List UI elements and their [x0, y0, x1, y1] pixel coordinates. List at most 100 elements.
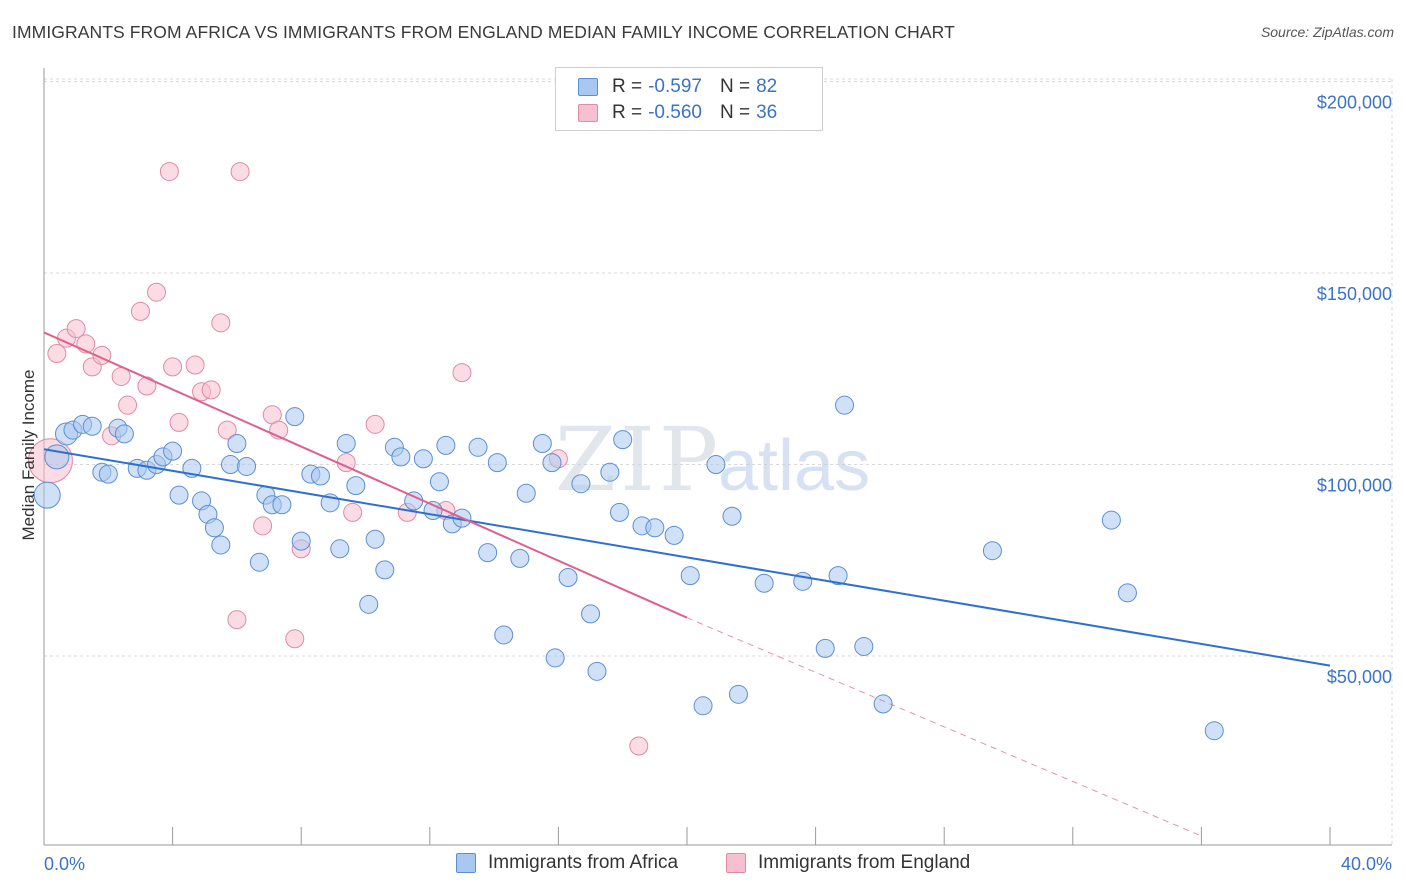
africa-point	[227, 433, 247, 453]
legend-n-label: N =	[719, 102, 751, 123]
england-point	[118, 395, 138, 415]
africa-point	[728, 684, 748, 704]
source-label: Source: ZipAtlas.com	[1260, 24, 1394, 40]
legend-row-england: R = -0.560 N = 36	[578, 101, 777, 125]
england-point	[201, 380, 221, 400]
england-point	[130, 301, 150, 321]
legend-n-value: 82	[756, 76, 778, 97]
africa-point	[545, 648, 565, 668]
africa-point	[163, 441, 183, 461]
africa-point	[1117, 583, 1137, 603]
legend-swatch-england	[578, 104, 598, 122]
africa-point	[436, 435, 456, 455]
legend-item-england[interactable]: Immigrants from England	[726, 852, 970, 874]
legend-swatch-africa	[456, 853, 476, 873]
y-tick-label: $200,000	[1317, 93, 1392, 113]
england-point	[211, 313, 231, 333]
england-point	[169, 412, 189, 432]
trend-lines	[43, 331, 1331, 837]
chart-title: IMMIGRANTS FROM AFRICA VS IMMIGRANTS FRO…	[12, 22, 955, 42]
africa-point	[645, 518, 665, 538]
africa-point	[835, 395, 855, 415]
africa-point	[815, 638, 835, 658]
legend-n-label: N =	[719, 76, 751, 97]
africa-point	[571, 474, 591, 494]
england-point	[217, 420, 237, 440]
africa-point	[413, 449, 433, 469]
africa-point	[468, 437, 488, 457]
africa-point	[510, 548, 530, 568]
africa-point	[375, 560, 395, 580]
africa-point	[359, 594, 379, 614]
africa-point	[587, 661, 607, 681]
england-trend-extension	[686, 617, 1202, 837]
england-point	[452, 363, 472, 383]
africa-point	[664, 525, 684, 545]
africa-point	[581, 604, 601, 624]
africa-point	[558, 568, 578, 588]
africa-point	[310, 466, 330, 486]
england-point	[343, 502, 363, 522]
england-point	[227, 610, 247, 630]
legend-r-label: R =	[612, 102, 643, 123]
x-tick-label: 0.0%	[44, 854, 85, 874]
legend-swatch-england	[726, 853, 746, 873]
africa-point	[272, 495, 292, 515]
africa-point	[1101, 510, 1121, 530]
y-tick-label: $50,000	[1327, 667, 1392, 687]
africa-point	[532, 433, 552, 453]
england-point	[47, 343, 67, 363]
africa-point	[706, 455, 726, 475]
africa-point	[346, 476, 366, 496]
y-axis-title: Median Family Income	[19, 369, 38, 540]
africa-point	[98, 464, 118, 484]
legend-swatch-africa	[578, 78, 598, 96]
africa-point	[220, 455, 240, 475]
africa-trend-line	[43, 448, 1331, 667]
africa-point	[680, 566, 700, 586]
africa-point	[873, 694, 893, 714]
england-point	[137, 376, 157, 396]
england-point	[66, 319, 86, 339]
africa-point	[336, 433, 356, 453]
africa-point	[1204, 721, 1224, 741]
africa-point	[613, 430, 633, 450]
legend-r-label: R =	[612, 76, 643, 97]
africa-point	[365, 529, 385, 549]
x-tick-label: 40.0%	[1341, 854, 1392, 874]
africa-point	[330, 539, 350, 559]
legend-r-value: -0.597	[648, 76, 702, 97]
england-point	[163, 357, 183, 377]
gridlines	[44, 78, 1393, 845]
england-point	[285, 629, 305, 649]
africa-point	[33, 481, 61, 509]
legend-row-africa: R = -0.597 N = 82	[578, 75, 777, 99]
watermark-atlas: atlas	[718, 426, 870, 506]
england-point	[185, 355, 205, 375]
series-legend: Immigrants from Africa Immigrants from E…	[0, 852, 1406, 878]
legend-n-value: 36	[756, 102, 778, 123]
watermark-zip: ZIP	[555, 408, 722, 511]
africa-point	[82, 416, 102, 436]
y-tick-label: $150,000	[1317, 284, 1392, 304]
tick-labels: $50,000 $100,000 $150,000 $200,000 0.0% 40.0%	[44, 93, 1392, 874]
africa-point	[478, 543, 498, 563]
africa-point	[494, 625, 514, 645]
legend-item-africa[interactable]: Immigrants from Africa	[456, 852, 678, 874]
africa-point	[487, 453, 507, 473]
england-trend-line	[43, 331, 688, 619]
africa-point	[44, 444, 70, 470]
africa-point	[754, 573, 774, 593]
legend-r-value: -0.560	[648, 102, 702, 123]
england-point	[147, 282, 167, 302]
africa-point	[600, 462, 620, 482]
england-point	[230, 162, 250, 182]
legend-label-england: Immigrants from England	[758, 852, 971, 873]
england-point	[365, 414, 385, 434]
watermark: ZIP atlas	[555, 408, 870, 511]
africa-point	[211, 535, 231, 555]
england-point	[159, 162, 179, 182]
africa-point	[249, 552, 269, 572]
legend-label-africa: Immigrants from Africa	[488, 852, 679, 873]
